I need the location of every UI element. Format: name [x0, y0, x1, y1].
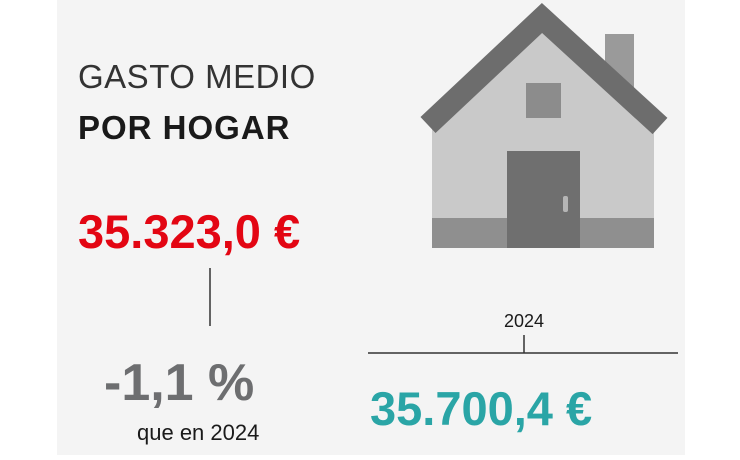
roof: [420, 3, 668, 135]
window: [526, 83, 561, 118]
comparison-year: 2024: [504, 311, 544, 331]
house-icon: [420, 3, 668, 248]
comparison-value: 35.700,4 €: [370, 382, 592, 435]
door: [507, 151, 580, 248]
change: -1,1 %: [104, 354, 254, 412]
title-line1: GASTO MEDIO: [78, 58, 316, 95]
change-label: que en 2024: [137, 420, 259, 445]
current-value: 35.323,0 €: [78, 205, 300, 258]
door-handle: [563, 196, 568, 212]
title-line2: POR HOGAR: [78, 109, 291, 146]
